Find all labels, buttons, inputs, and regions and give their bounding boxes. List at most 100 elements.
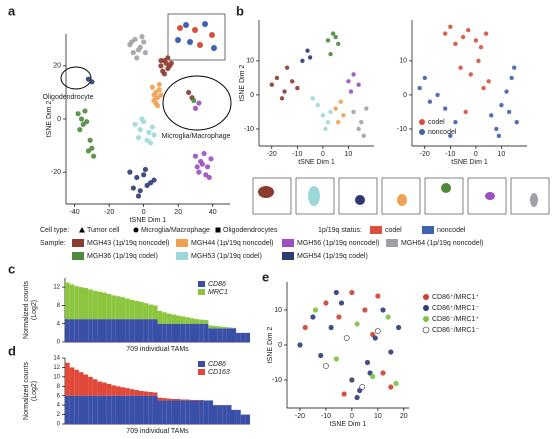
- bar-segment: [92, 379, 98, 396]
- point: [87, 137, 93, 143]
- inset-dots: [175, 21, 217, 51]
- point: [453, 119, 458, 125]
- legend-swatch: [282, 252, 294, 260]
- bar-segment: [143, 395, 149, 424]
- bar-segment: [148, 304, 153, 320]
- legend-label: MGH56 (1p/19q noncodel): [297, 240, 380, 247]
- bar-segment: [120, 297, 126, 320]
- point: [388, 384, 394, 390]
- x-axis-label: tSNE Dim 1: [298, 159, 335, 166]
- point: [134, 174, 140, 181]
- bar-segment: [74, 319, 79, 342]
- legend-label: Microglia/Macrophage: [141, 227, 210, 234]
- bar-segment: [74, 395, 79, 424]
- bar-segment: [171, 314, 176, 324]
- bar-segment: [213, 328, 218, 342]
- point: [325, 38, 331, 43]
- point: [158, 92, 164, 98]
- point: [77, 127, 83, 133]
- legend-title: Cell type:: [40, 227, 69, 234]
- point: [506, 109, 512, 115]
- bar-segment: [78, 287, 84, 320]
- legend-swatch: [176, 252, 188, 260]
- bar-segment: [162, 312, 167, 324]
- bar-segment: [213, 326, 218, 329]
- bar-segment: [226, 327, 232, 329]
- legend-label: MGH44 (1p/19q noncodel): [191, 240, 274, 247]
- legend-label: MGH43 (1p/19q noncodel): [87, 240, 170, 247]
- point: [284, 65, 290, 70]
- legend-label: CD163: [208, 369, 230, 376]
- bar-segment: [120, 319, 126, 342]
- point: [509, 75, 514, 81]
- legend-swatch: [198, 361, 205, 367]
- legend-swatch: [370, 226, 382, 234]
- point: [341, 113, 346, 118]
- bar-segment: [106, 319, 112, 342]
- y-axis-label: Normalized counts: [23, 362, 30, 420]
- point: [156, 87, 162, 93]
- bar-segment: [199, 319, 204, 324]
- point: [312, 307, 319, 313]
- point: [333, 106, 338, 111]
- microglia-ring: [162, 75, 232, 131]
- x-axis-label: tSNE Dim 1: [330, 421, 367, 428]
- point: [151, 97, 157, 104]
- point: [151, 177, 157, 183]
- bar-segment: [245, 414, 250, 424]
- legend-label: Oligodendrocytes: [223, 227, 278, 234]
- y-tick-label: 14: [53, 356, 60, 362]
- bar-segment: [92, 319, 98, 342]
- x-tick-label: 10: [374, 413, 382, 420]
- point: [161, 71, 167, 77]
- point: [343, 335, 350, 341]
- legend-swatch: [423, 294, 429, 300]
- bar-segment: [217, 405, 223, 424]
- bar-segment: [92, 290, 98, 320]
- bar-segment: [240, 414, 246, 424]
- bar-segment: [111, 319, 116, 342]
- x-tick-label: 20: [400, 413, 408, 420]
- y-tick-label: 8: [57, 384, 61, 390]
- legend-label: MRC1: [208, 289, 228, 296]
- bar-segment: [222, 405, 227, 424]
- point: [448, 24, 453, 30]
- point: [137, 188, 143, 194]
- bar-segment: [152, 319, 158, 342]
- point: [463, 109, 468, 115]
- y-tick-label: 10: [246, 58, 254, 65]
- bar-segment: [217, 326, 223, 329]
- point: [374, 328, 381, 334]
- point: [372, 335, 378, 341]
- bar-segment: [139, 395, 144, 424]
- bar-segment: [125, 395, 130, 424]
- bar-segment: [203, 323, 209, 342]
- bar-segment: [97, 319, 102, 342]
- point: [135, 134, 142, 141]
- legend-label: CD86: [208, 361, 226, 368]
- legend-label: CD86: [208, 281, 226, 288]
- bar-segment: [74, 369, 79, 396]
- y-axis-label: tSNE Dim 2: [267, 327, 274, 364]
- bar-segment: [162, 398, 167, 401]
- point: [396, 324, 402, 331]
- y-tick-label: 8: [57, 303, 61, 309]
- legend-title: 1p/19q status:: [318, 227, 362, 234]
- bar-segment: [208, 325, 213, 329]
- bar-segment: [120, 395, 126, 424]
- point: [141, 172, 147, 178]
- y-tick-label: -10: [397, 126, 407, 133]
- bar-segment: [180, 323, 186, 342]
- point: [481, 85, 486, 91]
- bar-segment: [83, 319, 89, 342]
- point: [354, 394, 360, 401]
- point: [151, 132, 157, 138]
- x-tick-label: 0: [474, 151, 478, 158]
- point: [388, 349, 394, 355]
- oligo-ring: [60, 66, 92, 90]
- point: [85, 148, 92, 154]
- bar-segment: [120, 387, 126, 396]
- point: [290, 79, 295, 84]
- point: [476, 58, 481, 64]
- point: [165, 55, 171, 61]
